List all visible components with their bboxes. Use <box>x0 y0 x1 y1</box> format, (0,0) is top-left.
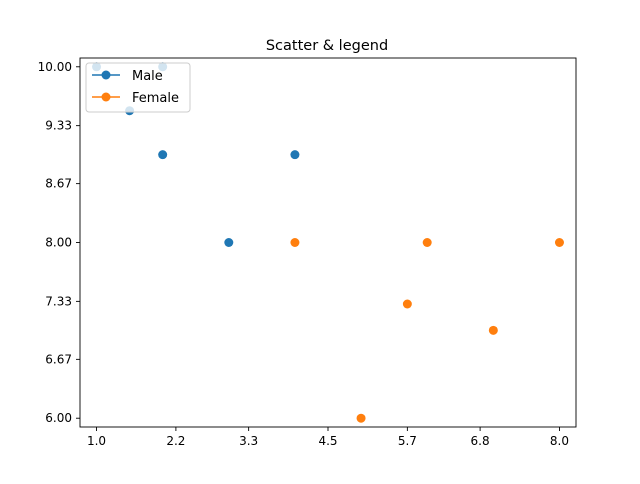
legend-marker-female <box>101 92 111 102</box>
y-tick-label: 6.67 <box>45 352 72 366</box>
data-point-male <box>290 150 300 160</box>
axes: 1.0 2.2 3.3 4.5 5.7 6.8 8.0 6.00 6.67 7.33 8.00 8.6… <box>38 57 577 448</box>
legend-label-female: Female <box>132 91 179 106</box>
x-tick-label: 8.0 <box>550 434 569 448</box>
data-point-female <box>356 413 366 423</box>
y-tick-label: 10.00 <box>38 60 72 74</box>
x-tick-label: 2.2 <box>166 434 185 448</box>
x-tick-label: 5.7 <box>398 434 417 448</box>
data-point-female <box>402 299 412 309</box>
data-point-female <box>290 238 300 247</box>
data-points <box>92 62 564 423</box>
data-point-female <box>422 238 432 247</box>
x-tick-label: 6.8 <box>471 434 490 448</box>
legend: Male Female <box>85 62 191 113</box>
legend-marker-male <box>101 70 111 80</box>
chart-title: Scatter & legend <box>266 38 388 54</box>
y-tick-label: 7.33 <box>45 294 72 308</box>
x-tick-label: 1.0 <box>87 434 106 448</box>
y-tick-label: 6.00 <box>45 411 72 425</box>
plot-frame <box>79 57 577 428</box>
data-point-female <box>488 325 498 335</box>
data-point-male <box>224 238 234 247</box>
y-tick-label: 8.00 <box>45 236 72 250</box>
x-tick-label: 3.3 <box>239 434 258 448</box>
y-tick-label: 9.33 <box>45 119 72 133</box>
y-tick-label: 8.67 <box>45 177 72 191</box>
data-point-female <box>554 238 564 247</box>
data-point-male <box>158 150 168 160</box>
legend-label-male: Male <box>132 69 163 84</box>
x-tick-label: 4.5 <box>318 434 337 448</box>
